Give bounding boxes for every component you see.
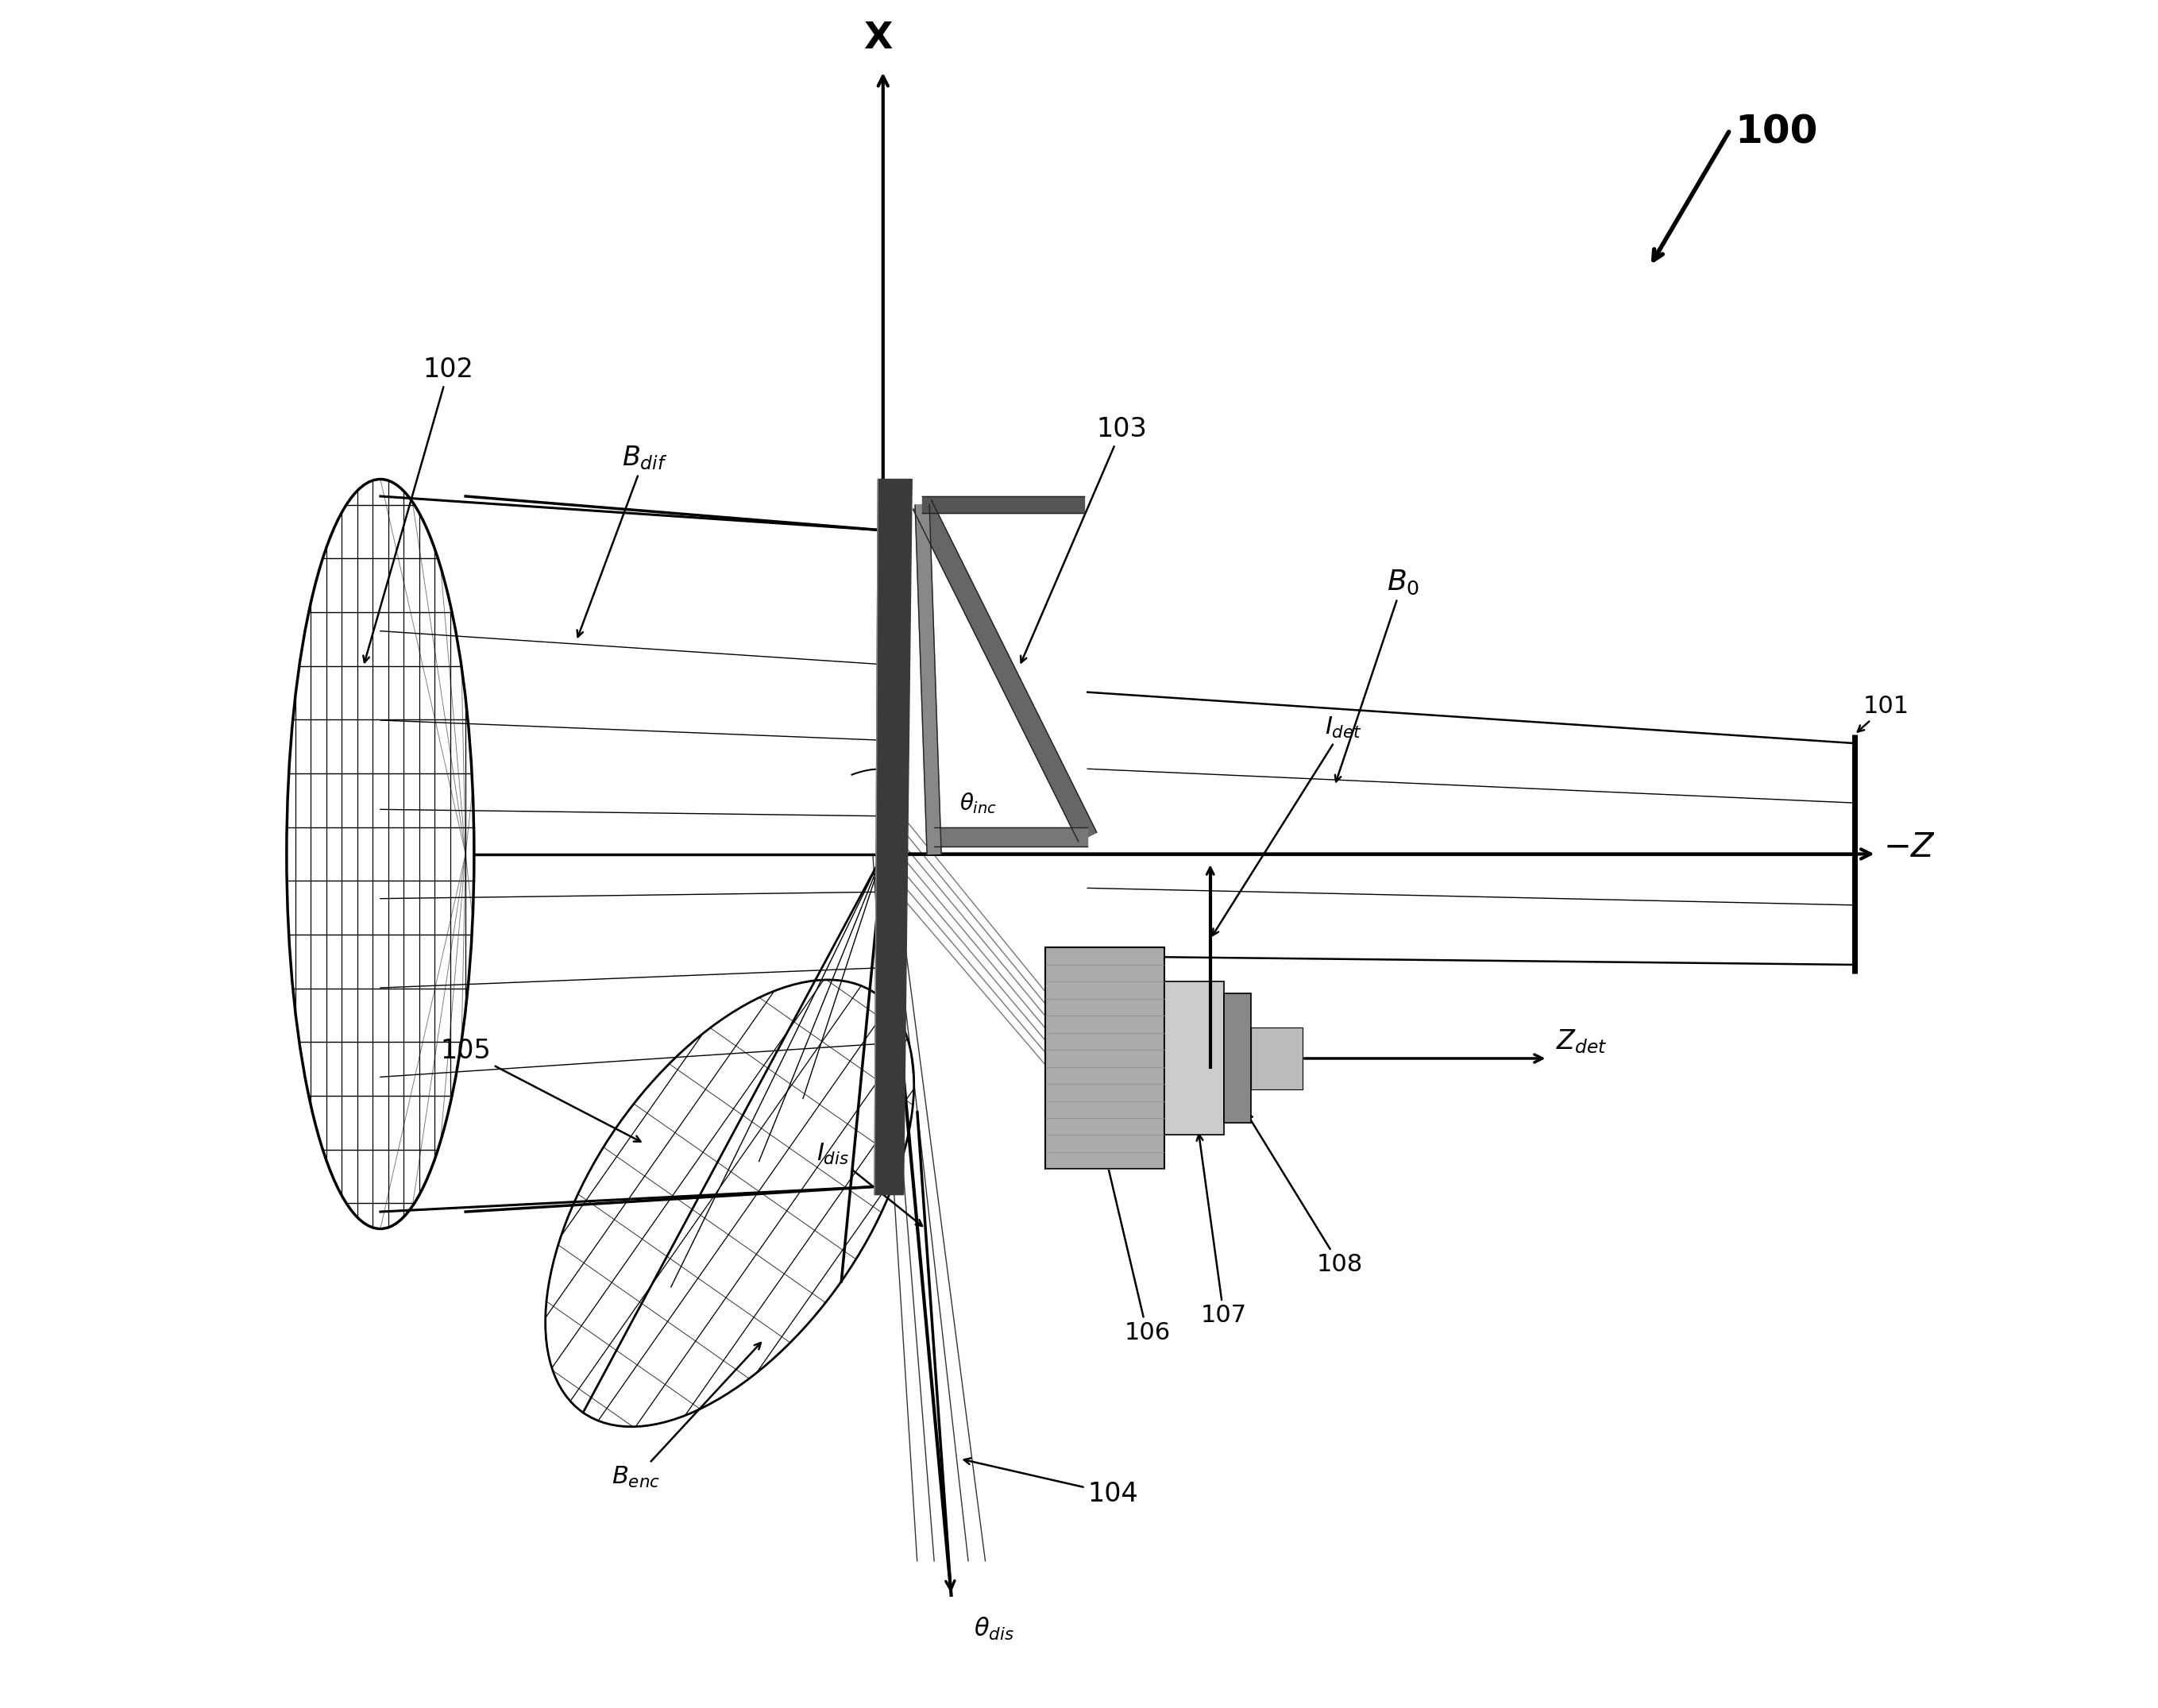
- Text: 103: 103: [1021, 417, 1146, 663]
- Text: $B_0$: $B_0$: [1336, 569, 1420, 782]
- Bar: [1224, 994, 1252, 1124]
- Bar: [1044, 948, 1163, 1170]
- Text: 107: 107: [1198, 1134, 1247, 1327]
- Polygon shape: [915, 504, 941, 854]
- Text: $I_{det}$: $I_{det}$: [1213, 716, 1362, 936]
- Text: $Z_{det}$: $Z_{det}$: [1556, 1028, 1608, 1056]
- Polygon shape: [874, 480, 913, 1194]
- Text: 108: 108: [1247, 1114, 1364, 1276]
- Bar: [1163, 982, 1224, 1136]
- Text: $B_{dif}$: $B_{dif}$: [576, 444, 667, 637]
- Text: 104: 104: [965, 1459, 1137, 1506]
- Text: X: X: [863, 20, 893, 56]
- Text: $\theta_{dis}$: $\theta_{dis}$: [973, 1616, 1014, 1641]
- Text: $I_{dis}$: $I_{dis}$: [816, 1141, 921, 1226]
- Text: $-Z$: $-Z$: [1884, 830, 1936, 864]
- Text: 106: 106: [1105, 1156, 1170, 1344]
- Polygon shape: [913, 500, 1096, 842]
- Text: 105: 105: [440, 1038, 641, 1141]
- Text: 101: 101: [1858, 695, 1910, 731]
- Text: $\theta_{inc}$: $\theta_{inc}$: [960, 791, 997, 815]
- Polygon shape: [921, 497, 1083, 512]
- Text: 102: 102: [363, 357, 475, 663]
- Polygon shape: [934, 828, 1088, 845]
- Text: 100: 100: [1735, 113, 1817, 150]
- Bar: [1252, 1028, 1301, 1090]
- Text: $B_{enc}$: $B_{enc}$: [611, 1342, 762, 1489]
